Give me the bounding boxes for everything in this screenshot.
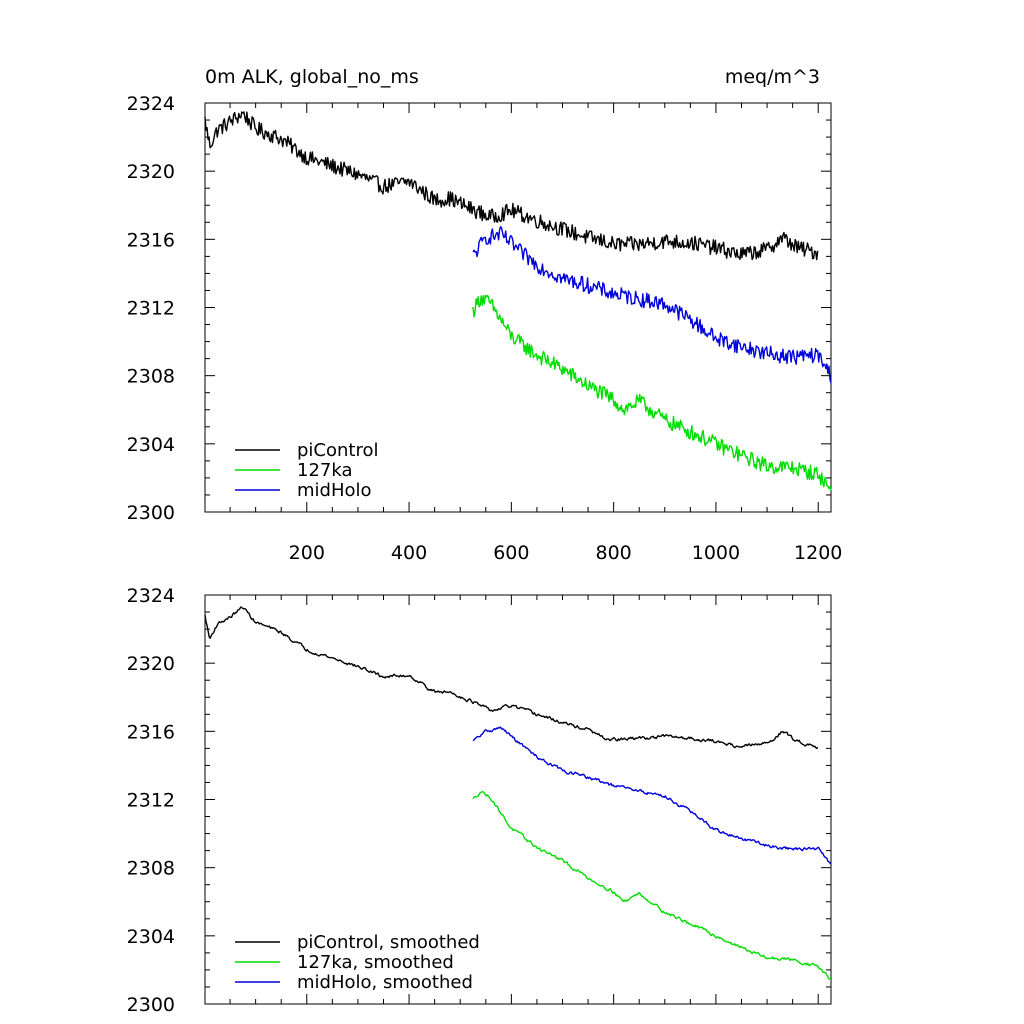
top-panel: 0m ALK, global_no_ms meq/m^3 2300 2304 230… <box>127 66 843 564</box>
series-line-127ka-smoothed <box>472 791 831 980</box>
y-tick-label: 2300 <box>127 502 175 524</box>
y-tick-label: 2304 <box>127 926 175 948</box>
y-tick-label: 2324 <box>127 93 175 115</box>
top-panel-title: 0m ALK, global_no_ms <box>205 66 419 88</box>
bottom-panel: 2300 2304 2308 2312 2316 2320 2324 piControl, s… <box>127 585 832 1016</box>
x-tick-label: 400 <box>391 542 427 564</box>
series-line-midholo-smoothed <box>472 726 832 865</box>
legend-label: 127ka, smoothed <box>297 952 454 973</box>
y-tick-label: 2308 <box>127 858 175 880</box>
series-line-127ka <box>472 294 832 491</box>
y-tick-label: 2320 <box>127 161 175 183</box>
x-tick-label: 200 <box>289 542 325 564</box>
y-tick-label: 2304 <box>127 434 175 456</box>
y-tick-label: 2312 <box>127 298 175 320</box>
y-tick-label: 2312 <box>127 790 175 812</box>
legend-label: 127ka <box>297 460 353 481</box>
x-tick-label: 1200 <box>794 542 842 564</box>
legend-label: piControl, smoothed <box>297 932 480 953</box>
x-tick-label: 800 <box>596 542 632 564</box>
x-tick-label: 600 <box>493 542 529 564</box>
top-panel-units: meq/m^3 <box>725 66 820 88</box>
y-tick-label: 2316 <box>127 229 175 251</box>
y-tick-label: 2300 <box>127 994 175 1016</box>
legend-label: piControl <box>297 440 379 461</box>
series-line-midholo <box>472 226 832 384</box>
legend-label: midHolo, smoothed <box>297 972 473 993</box>
y-tick-label: 2324 <box>127 585 175 607</box>
y-tick-label: 2316 <box>127 721 175 743</box>
series-line-picontrol-smoothed <box>204 606 819 750</box>
x-tick-label: 1000 <box>692 542 740 564</box>
legend-label: midHolo <box>297 480 372 501</box>
y-tick-label: 2320 <box>127 653 175 675</box>
series-line-picontrol <box>204 111 819 261</box>
y-tick-label: 2308 <box>127 366 175 388</box>
